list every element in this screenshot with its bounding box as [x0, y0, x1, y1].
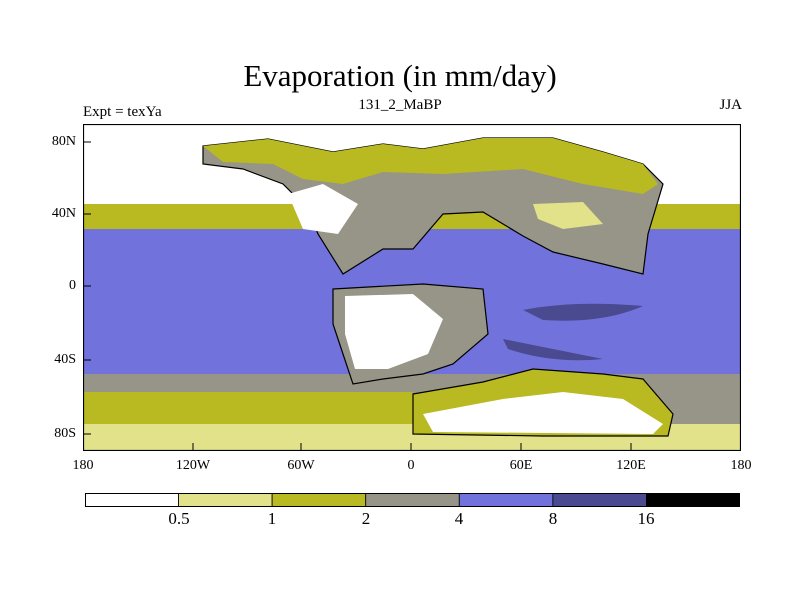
- colorbar: [85, 493, 740, 507]
- lat-tick-0: 0: [69, 278, 76, 293]
- south-desert: [345, 294, 443, 369]
- colorbar-level-2: 2: [361, 509, 371, 528]
- north-desert-2: [533, 202, 603, 229]
- lon-tick-120w: 120W: [175, 458, 211, 473]
- colorbar-cell-3: [365, 493, 460, 507]
- plot-title: Evaporation (in mm/day): [243, 58, 557, 93]
- period-label: 131_2_MaBP: [358, 97, 442, 113]
- tick-marks: [83, 141, 632, 451]
- lon-tick-0: 0: [407, 458, 415, 473]
- colorbar-cell-0: [85, 493, 179, 507]
- deep-evaporation-patch: [523, 303, 643, 321]
- lon-tick-180w: 180: [72, 458, 94, 473]
- lat-tick-40s: 40S: [54, 352, 76, 367]
- lat-tick-80s: 80S: [54, 426, 76, 441]
- colorbar-level-1: 1: [267, 509, 277, 528]
- colorbar-level-16: 16: [637, 509, 655, 528]
- lat-tick-40n: 40N: [51, 206, 76, 221]
- colorbar-level-8: 8: [548, 509, 558, 528]
- southern-desert: [423, 392, 663, 434]
- colorbar-cell-2: [271, 493, 367, 507]
- colorbar-cell-1: [178, 493, 273, 507]
- colorbar-cell-4: [458, 493, 554, 507]
- lon-tick-120e: 120E: [616, 458, 646, 473]
- colorbar-level-4: 4: [454, 509, 464, 528]
- colorbar-level-0-5: 0.5: [168, 509, 190, 528]
- north-continent-yellow: [203, 138, 658, 194]
- colorbar-cell-5: [552, 493, 647, 507]
- evaporation-map: [83, 124, 741, 451]
- lon-tick-180e: 180: [730, 458, 752, 473]
- deep-evaporation-patch-2: [503, 339, 603, 361]
- north-desert: [288, 184, 358, 234]
- lon-tick-60e: 60E: [509, 458, 533, 473]
- experiment-label: Expt = texYa: [83, 104, 162, 120]
- season-label: JJA: [719, 97, 742, 113]
- lon-tick-60w: 60W: [287, 458, 315, 473]
- map-border: [83, 124, 741, 451]
- colorbar-cell-6: [646, 493, 740, 507]
- lat-tick-80n: 80N: [51, 134, 76, 149]
